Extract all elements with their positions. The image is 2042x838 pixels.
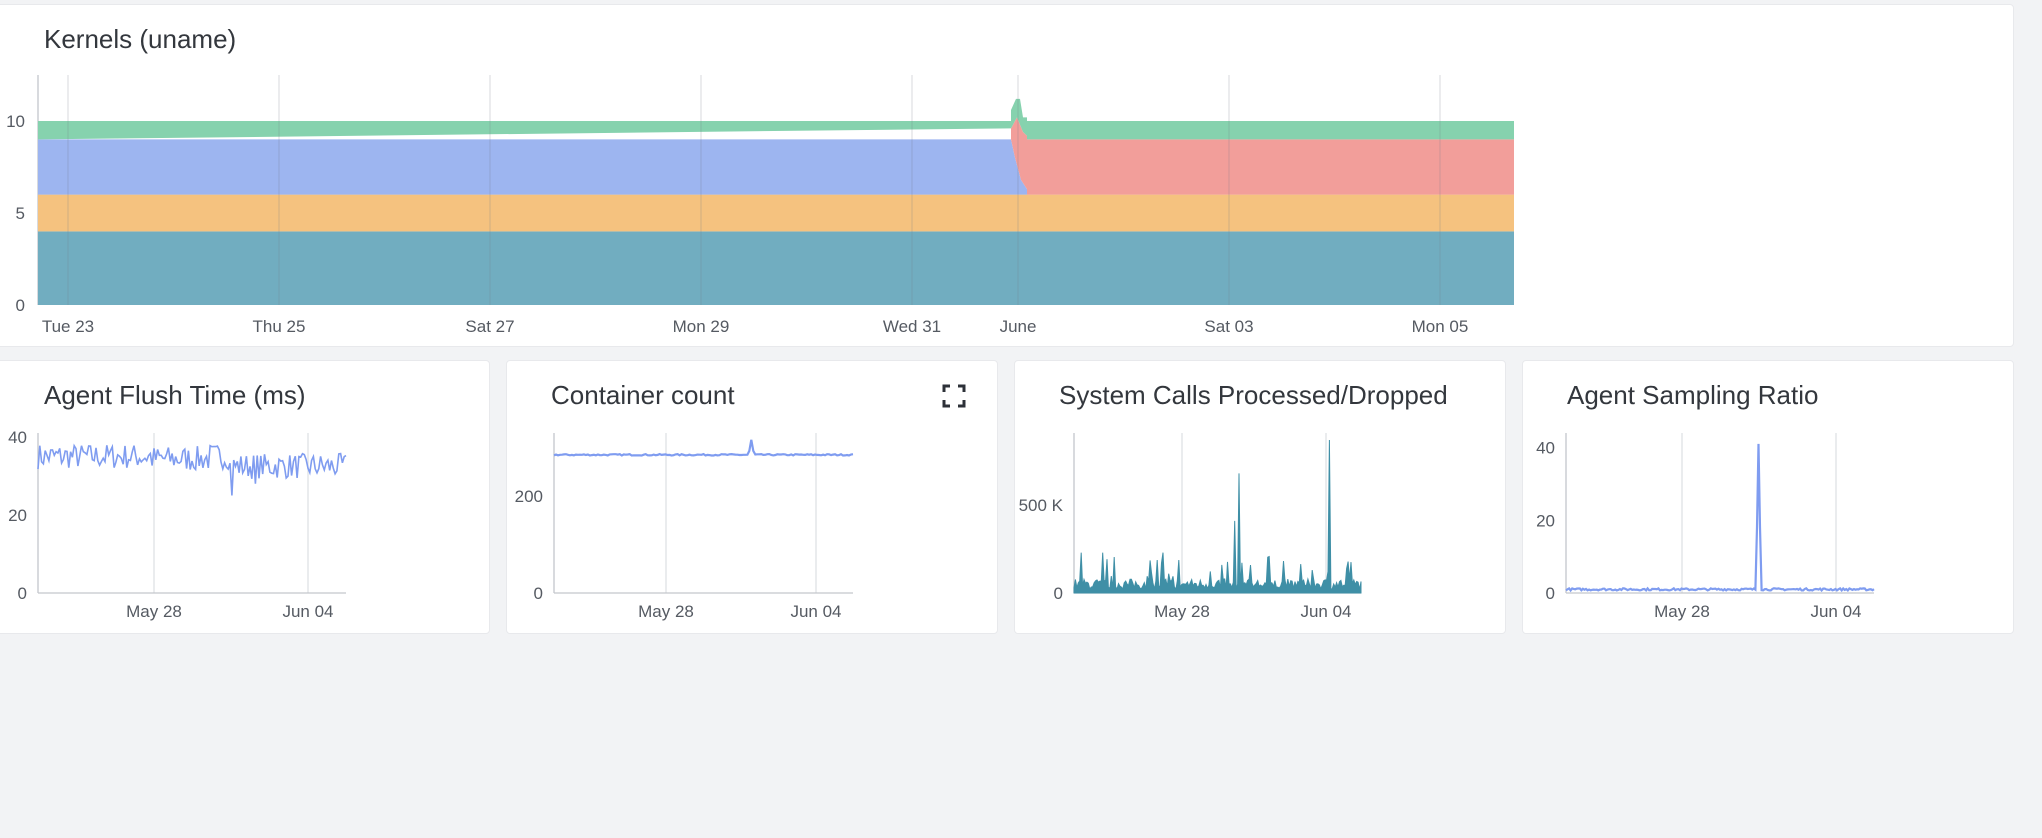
y-tick-label: 0 — [1546, 584, 1555, 603]
y-tick-label: 40 — [8, 428, 27, 447]
x-tick-label: Jun 04 — [1300, 602, 1351, 621]
expand-icon[interactable] — [941, 383, 967, 409]
x-tick-label: Sat 27 — [465, 317, 514, 336]
x-tick-label: May 28 — [638, 602, 694, 621]
x-tick-label: May 28 — [126, 602, 182, 621]
x-tick-label: May 28 — [1654, 602, 1710, 621]
series-line — [1565, 443, 1875, 593]
series-area-teal — [38, 231, 1514, 305]
y-tick-label: 20 — [1536, 511, 1555, 530]
panel-title: Agent Sampling Ratio — [1567, 380, 1819, 410]
y-tick-label: 20 — [8, 506, 27, 525]
panel-title: Kernels (uname) — [44, 24, 237, 54]
y-tick-label: 10 — [6, 112, 25, 131]
x-tick-label: June — [1000, 317, 1037, 336]
x-tick-label: Jun 04 — [282, 602, 333, 621]
x-tick-label: Tue 23 — [42, 317, 94, 336]
panel-title: System Calls Processed/Dropped — [1059, 380, 1448, 410]
series-area — [1073, 439, 1362, 594]
x-tick-label: Wed 31 — [883, 317, 941, 336]
container-count-panel: Container count 0 200 May 28 Jun 04 — [506, 360, 998, 634]
series-area-blue — [38, 139, 1027, 195]
series-area-orange — [38, 194, 1514, 232]
system-calls-chart: 0 500 K May 28 Jun 04 — [1019, 433, 1362, 621]
y-tick-label: 0 — [16, 296, 25, 315]
x-tick-label: Jun 04 — [1810, 602, 1861, 621]
container-count-chart: 0 200 May 28 Jun 04 — [515, 433, 854, 621]
sampling-ratio-panel: Agent Sampling Ratio 0 20 40 May 28 Jun 04 — [1522, 360, 2014, 634]
series-area-green — [38, 98, 1514, 140]
x-tick-label: Jun 04 — [790, 602, 841, 621]
y-tick-label: 40 — [1536, 439, 1555, 458]
x-tick-label: Sat 03 — [1204, 317, 1253, 336]
series-line — [37, 443, 347, 496]
series-line — [553, 439, 854, 457]
y-tick-label: 0 — [18, 584, 27, 603]
x-tick-label: Mon 05 — [1412, 317, 1469, 336]
sampling-ratio-chart: 0 20 40 May 28 Jun 04 — [1536, 433, 1875, 621]
x-tick-label: Thu 25 — [253, 317, 306, 336]
y-tick-label: 5 — [16, 204, 25, 223]
flush-time-panel: Agent Flush Time (ms) 0 20 40 May 28 Jun 04 — [0, 360, 490, 634]
panel-title: Agent Flush Time (ms) — [44, 380, 306, 410]
flush-time-chart: 0 20 40 May 28 Jun 04 — [8, 428, 347, 621]
y-tick-label: 500 K — [1019, 496, 1064, 515]
x-tick-label: May 28 — [1154, 602, 1210, 621]
y-tick-label: 0 — [534, 584, 543, 603]
y-tick-label: 200 — [515, 487, 543, 506]
x-tick-label: Mon 29 — [673, 317, 730, 336]
system-calls-panel: System Calls Processed/Dropped 0 500 K May… — [1014, 360, 1506, 634]
kernels-panel: Kernels (uname) 0 5 10 Tue 23 Thu 25 Sat 27 Mo… — [0, 4, 2014, 347]
y-tick-label: 0 — [1054, 584, 1063, 603]
kernels-chart: 0 5 10 Tue 23 Thu 25 Sat 27 Mon 29 Wed 31 June Sa… — [6, 75, 1514, 336]
panel-title: Container count — [551, 380, 735, 410]
series-area-red — [1011, 117, 1514, 195]
